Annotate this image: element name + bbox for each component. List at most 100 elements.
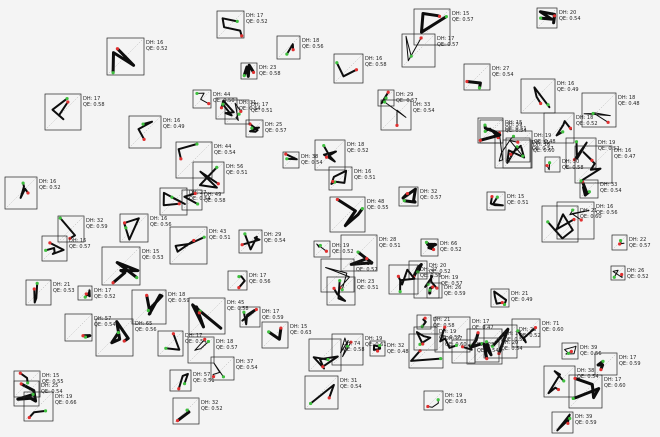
glyph-end-dot [418,349,422,353]
glyph-end-dot [423,316,427,320]
glyph-path [242,63,255,78]
glyph-qe-label: QE: 0.52 [332,249,354,255]
glyph-start-dot [384,96,388,100]
glyph-start-dot [579,179,583,183]
glyph-path [538,10,557,25]
glyph-diagonal [594,352,618,376]
glyph-dh-label: DH: 17 [604,377,621,383]
glyph-box [329,196,366,233]
glyph-box [181,189,203,211]
glyph-qe-label: QE: 0.57 [437,42,459,48]
glyph-start-dot [338,279,342,283]
glyph-dh-label: DH: 38 [301,154,318,160]
glyph-end-dot [545,163,549,168]
glyph-qe-label: QE: 0.51 [354,175,376,181]
glyph-start-dot [568,416,572,421]
